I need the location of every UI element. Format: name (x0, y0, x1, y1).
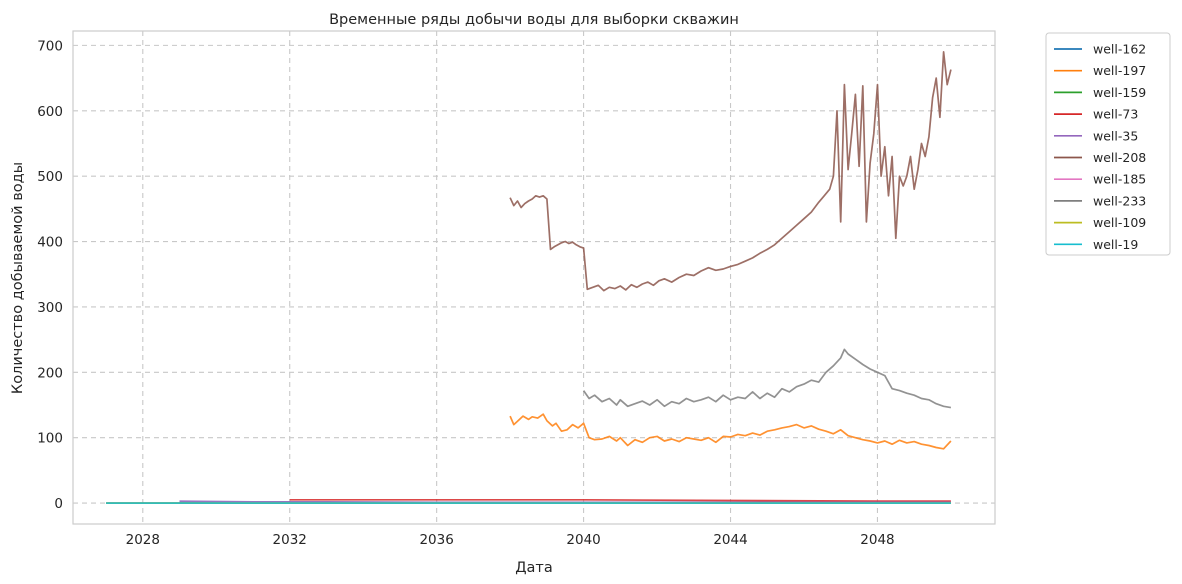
legend-label-well-208: well-208 (1093, 150, 1146, 165)
x-tick-label: 2032 (273, 532, 307, 548)
series-line-well-197 (509, 413, 952, 450)
legend-label-well-19: well-19 (1093, 237, 1138, 252)
y-axis-label: Количество добываемой воды (10, 162, 26, 394)
y-tick-label: 200 (37, 365, 63, 381)
x-tick-label: 2028 (126, 532, 160, 548)
series-line-well-73 (289, 498, 951, 502)
chart-title: Временные ряды добычи воды для выборки с… (329, 12, 739, 28)
y-tick-label: 100 (37, 431, 63, 447)
tick-layer: 2028 2032 2036 2040 2044 2048 0 100 200 300 400 500… (37, 38, 894, 548)
legend-label-well-185: well-185 (1093, 172, 1146, 187)
x-axis-label: Дата (515, 560, 553, 576)
legend-label-well-73: well-73 (1093, 107, 1138, 122)
y-tick-label: 400 (37, 235, 63, 251)
y-tick-label: 0 (54, 496, 63, 512)
y-tick-label: 700 (37, 38, 63, 54)
y-tick-label: 500 (37, 169, 63, 185)
x-tick-label: 2048 (860, 532, 894, 548)
series-layer (106, 51, 952, 504)
legend-label-well-162: well-162 (1093, 42, 1146, 57)
plot-frame (72, 30, 996, 525)
legend: well-162 well-197 well-159 well-73 well-35 we… (1045, 32, 1171, 256)
legend-label-well-159: well-159 (1093, 85, 1146, 100)
x-tick-label: 2044 (713, 532, 747, 548)
legend-label-well-197: well-197 (1093, 63, 1146, 78)
legend-label-well-109: well-109 (1093, 215, 1146, 230)
x-tick-label: 2036 (419, 532, 453, 548)
series-line-well-208 (509, 51, 952, 292)
y-tick-label: 300 (37, 300, 63, 316)
legend-box (1045, 32, 1171, 256)
y-tick-label: 600 (37, 104, 63, 120)
legend-label-well-233: well-233 (1093, 193, 1146, 208)
series-line-well-233 (582, 348, 952, 409)
legend-label-well-35: well-35 (1093, 128, 1138, 143)
x-tick-label: 2040 (566, 532, 600, 548)
